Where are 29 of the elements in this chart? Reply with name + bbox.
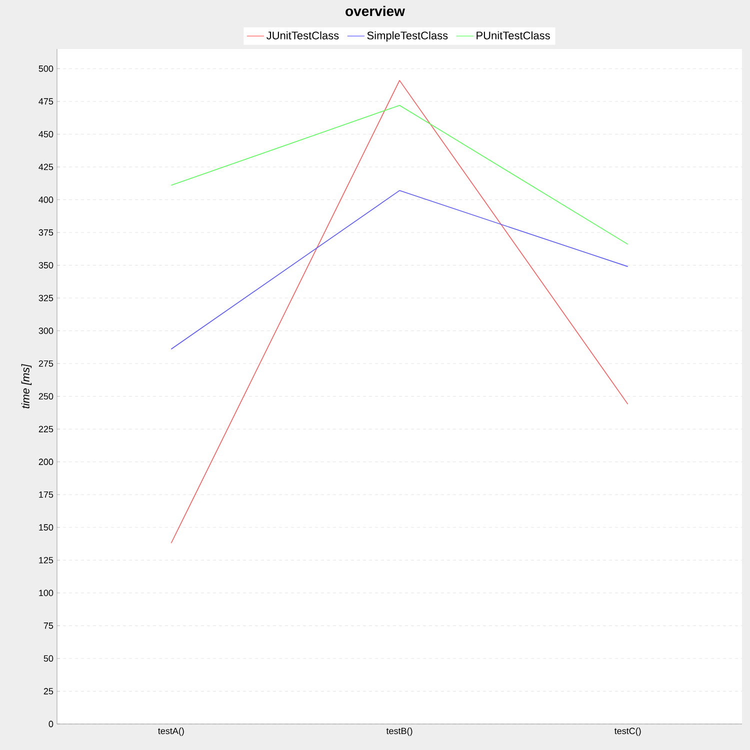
y-tick-label: 125 bbox=[39, 556, 54, 564]
y-tick-label: 75 bbox=[44, 622, 54, 629]
legend-label: SimpleTestClass bbox=[367, 31, 448, 42]
y-tick-label: 250 bbox=[38, 393, 54, 400]
x-tick-label: testC() bbox=[614, 728, 641, 736]
y-tick-label: 175 bbox=[39, 491, 54, 498]
y-tick-label: 475 bbox=[38, 98, 54, 105]
legend-label: PUnitTestClass bbox=[476, 31, 550, 40]
y-tick-label: 25 bbox=[44, 688, 54, 694]
y-tick-label: 425 bbox=[38, 164, 54, 170]
y-tick-label: 100 bbox=[39, 590, 54, 596]
y-tick-label: 150 bbox=[39, 524, 54, 531]
legend-label: JUnitTestClass bbox=[266, 31, 339, 40]
y-tick-label: 350 bbox=[38, 262, 54, 268]
y-tick-label: 325 bbox=[38, 294, 54, 302]
y-tick-label: 50 bbox=[44, 655, 54, 662]
y-tick-label: 275 bbox=[38, 360, 54, 367]
y-tick-label: 400 bbox=[38, 196, 54, 203]
x-tick-label: testB() bbox=[386, 728, 412, 736]
y-tick-label: 500 bbox=[38, 65, 54, 72]
y-tick-label: 450 bbox=[38, 130, 54, 138]
y-tick-label: 0 bbox=[48, 720, 54, 728]
y-axis-title: time [ms] bbox=[21, 364, 32, 408]
y-tick-label: 200 bbox=[38, 458, 54, 466]
y-tick-label: 300 bbox=[38, 328, 54, 334]
y-tick-label: 375 bbox=[38, 229, 54, 236]
x-tick-label: testA() bbox=[158, 728, 184, 736]
y-tick-label: 225 bbox=[38, 426, 54, 432]
chart-title: overview bbox=[346, 6, 405, 16]
